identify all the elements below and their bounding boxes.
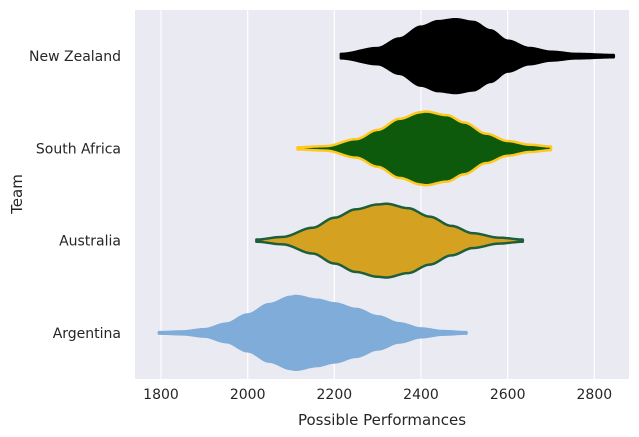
x-tick-label-2600: 2600 bbox=[490, 387, 526, 403]
y-tick-label-australia: Australia bbox=[59, 234, 121, 250]
violin-argentina bbox=[157, 294, 468, 371]
y-tick-label-new-zealand: New Zealand bbox=[29, 49, 121, 65]
x-axis-title: Possible Performances bbox=[298, 411, 466, 429]
x-tick-label-1800: 1800 bbox=[143, 387, 179, 403]
y-tick-label-south-africa: South Africa bbox=[36, 141, 121, 157]
violin-south-africa bbox=[296, 110, 553, 187]
x-tick-label-2400: 2400 bbox=[403, 387, 439, 403]
x-tick-label-2200: 2200 bbox=[317, 387, 353, 403]
x-tick-label-2800: 2800 bbox=[577, 387, 613, 403]
y-tick-label-argentina: Argentina bbox=[53, 326, 121, 342]
y-tick-labels: New Zealand South Africa Australia Argentin… bbox=[29, 49, 121, 342]
violin-new-zealand bbox=[339, 18, 616, 95]
violin-australia bbox=[255, 202, 525, 279]
violins bbox=[157, 18, 616, 371]
y-axis-title: Team bbox=[8, 174, 26, 215]
x-tick-labels: 1800 2000 2200 2400 2600 2800 bbox=[143, 387, 612, 403]
x-tick-label-2000: 2000 bbox=[230, 387, 266, 403]
